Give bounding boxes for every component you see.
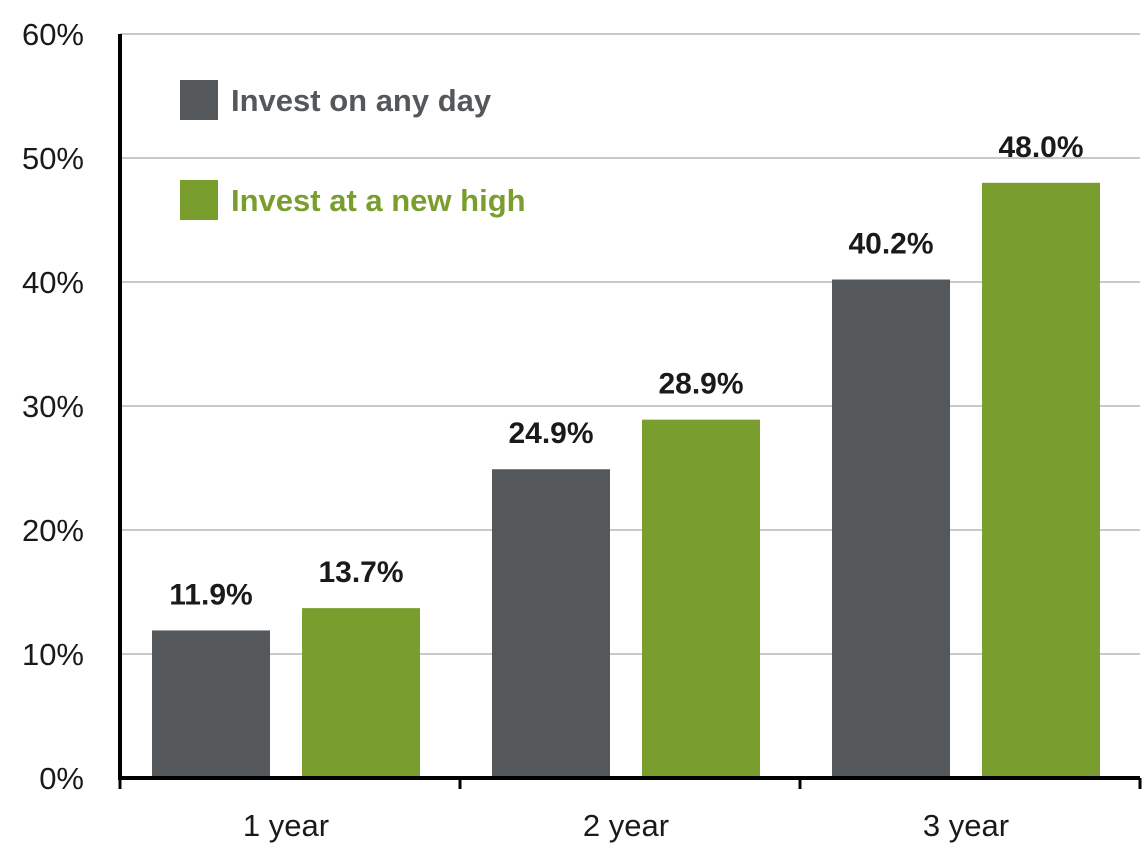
y-tick-label: 0% <box>39 761 84 796</box>
x-tick-label: 3 year <box>923 808 1009 843</box>
y-tick-label: 30% <box>22 389 84 424</box>
bar <box>832 279 950 778</box>
data-label: 40.2% <box>848 228 933 261</box>
data-label: 11.9% <box>169 578 252 611</box>
data-label: 28.9% <box>658 368 743 401</box>
data-label: 24.9% <box>508 417 593 450</box>
y-tick-label: 10% <box>22 637 84 672</box>
bars <box>152 182 1100 779</box>
bar <box>152 630 270 778</box>
y-tick-label: 20% <box>22 513 84 548</box>
y-tick-label: 60% <box>22 17 84 52</box>
legend: Invest on any day Invest at a new high <box>180 80 526 220</box>
gridlines <box>120 33 1140 655</box>
legend-label: Invest at a new high <box>231 183 526 218</box>
data-label: 48.0% <box>998 131 1083 164</box>
y-tick-label: 40% <box>22 265 84 300</box>
y-tick-label: 50% <box>22 141 84 176</box>
bar <box>982 182 1100 779</box>
data-label: 13.7% <box>318 556 403 589</box>
legend-swatch <box>180 80 218 120</box>
bar <box>492 469 610 778</box>
x-tick-label: 2 year <box>583 808 669 843</box>
x-tick-label: 1 year <box>243 808 329 843</box>
legend-label: Invest on any day <box>231 83 492 118</box>
data-labels: 11.9% 13.7% 24.9% 28.9% 40.2% 48.0% <box>169 131 1083 612</box>
bar <box>642 419 760 778</box>
bar <box>302 608 420 778</box>
axes: 0% 10% 20% 30% 40% 50% 60% 1 year 2 year 3 year <box>22 17 1142 843</box>
legend-swatch <box>180 180 218 220</box>
